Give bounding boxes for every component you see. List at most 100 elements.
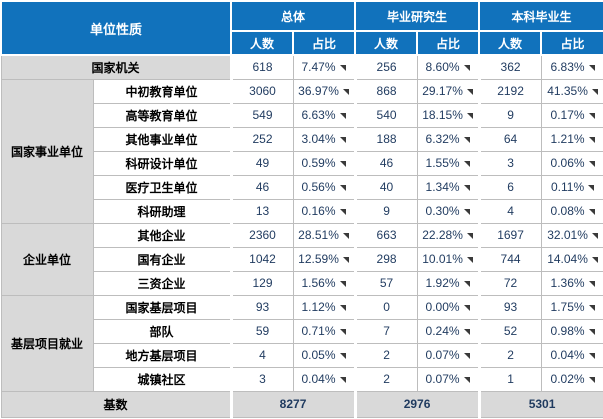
marker-triangle-icon — [339, 136, 346, 143]
percent-value: 0.59% — [301, 156, 336, 170]
percent-value: 6.63% — [301, 108, 336, 122]
subheader-percent: 占比 — [540, 30, 603, 56]
percent-cell: 22.28% — [416, 222, 480, 248]
percent-value: 3.04% — [301, 132, 336, 146]
table-row: 其他事业单位 252 3.04% 188 6.32% 64 1.21% — [1, 126, 603, 152]
marker-triangle-icon — [463, 160, 470, 167]
row-label: 城镇社区 — [92, 366, 232, 392]
percent-value: 0.05% — [301, 348, 336, 362]
section-label: 国家事业单位 — [0, 78, 94, 224]
percent-cell: 0.30% — [416, 198, 480, 224]
percent-value: 8.60% — [425, 60, 460, 75]
percent-value: 0.56% — [301, 180, 336, 194]
percent-value: 28.51% — [298, 228, 339, 242]
percent-value: 12.59% — [298, 252, 339, 266]
percent-cell: 18.15% — [416, 102, 480, 128]
marker-triangle-icon — [339, 376, 346, 383]
row-label: 科研助理 — [92, 198, 232, 224]
percent-value: 1.92% — [425, 276, 460, 290]
marker-triangle-icon — [588, 304, 595, 311]
row-label: 其他事业单位 — [92, 126, 232, 152]
corner-header: 单位性质 — [0, 0, 233, 56]
percent-value: 0.11% — [550, 180, 585, 194]
marker-triangle-icon — [591, 88, 598, 95]
marker-triangle-icon — [339, 184, 346, 191]
percent-value: 1.75% — [550, 300, 585, 314]
percent-value: 1.21% — [550, 132, 585, 146]
marker-triangle-icon — [339, 304, 346, 311]
count-cell: 13 — [229, 198, 294, 224]
count-cell: 3 — [229, 366, 294, 392]
marker-triangle-icon — [463, 208, 470, 215]
marker-triangle-icon — [463, 280, 470, 287]
percent-cell: 14.04% — [540, 246, 603, 272]
marker-triangle-icon — [466, 232, 473, 239]
marker-triangle-icon — [463, 304, 470, 311]
marker-triangle-icon — [591, 256, 598, 263]
percent-value: 0.30% — [425, 204, 460, 218]
percent-value: 1.36% — [550, 276, 585, 290]
marker-triangle-icon — [342, 256, 349, 263]
count-cell: 72 — [477, 270, 542, 296]
marker-triangle-icon — [588, 65, 595, 72]
percent-cell: 41.35% — [540, 78, 603, 104]
count-cell: 2192 — [477, 78, 542, 104]
count-cell: 663 — [353, 222, 418, 248]
count-cell: 1697 — [477, 222, 542, 248]
count-cell: 9 — [353, 198, 418, 224]
marker-triangle-icon — [591, 232, 598, 239]
count-cell: 3 — [477, 150, 542, 176]
count-cell: 4 — [229, 342, 294, 368]
percent-value: 7.47% — [301, 60, 336, 75]
table-footer: 基数 8277 2976 5301 — [0, 390, 603, 418]
count-cell: 93 — [477, 294, 542, 320]
percent-value: 29.17% — [422, 84, 463, 98]
marker-triangle-icon — [339, 160, 346, 167]
percent-value: 0.07% — [425, 372, 460, 386]
percent-cell: 1.56% — [292, 270, 356, 296]
marker-triangle-icon — [588, 280, 595, 287]
count-cell: 1 — [477, 366, 542, 392]
marker-triangle-icon — [463, 376, 470, 383]
percent-cell: 0.07% — [416, 366, 480, 392]
group-header-total: 总体 — [230, 0, 357, 32]
percent-cell: 7.47% — [292, 54, 356, 80]
subheader-percent: 占比 — [292, 30, 357, 56]
percent-value: 0.98% — [550, 324, 585, 338]
marker-triangle-icon — [588, 352, 595, 359]
marker-triangle-icon — [339, 65, 346, 72]
count-cell: 1042 — [229, 246, 294, 272]
percent-cell: 36.97% — [292, 78, 356, 104]
table-row: 国有企业 1042 12.59% 298 10.01% 744 14.04% — [1, 246, 603, 272]
percent-cell: 10.01% — [416, 246, 480, 272]
marker-triangle-icon — [339, 280, 346, 287]
marker-triangle-icon — [463, 352, 470, 359]
table-row: 国家事业单位 中初教育单位 3060 36.97% 868 29.17% 219… — [0, 78, 603, 224]
count-cell: 0 — [353, 294, 418, 320]
table-header: 单位性质 总体 毕业研究生 本科毕业生 人数 占比 人数 占比 人数 占比 — [0, 0, 603, 56]
row-label: 国有企业 — [92, 246, 232, 272]
count-cell: 59 — [229, 318, 294, 344]
percent-value: 0.06% — [550, 156, 585, 170]
marker-triangle-icon — [342, 232, 349, 239]
count-cell: 3060 — [229, 78, 294, 104]
percent-cell: 8.60% — [416, 54, 480, 80]
marker-triangle-icon — [463, 184, 470, 191]
percent-cell: 1.12% — [292, 294, 356, 320]
count-cell: 6 — [477, 174, 542, 200]
percent-cell: 0.17% — [540, 102, 603, 128]
percent-value: 14.04% — [547, 252, 588, 266]
count-cell: 549 — [229, 102, 294, 128]
section-label: 企业单位 — [0, 222, 94, 296]
count-cell: 46 — [229, 174, 294, 200]
percent-cell: 1.21% — [540, 126, 603, 152]
table-row: 部队 59 0.71% 7 0.24% 52 0.98% — [1, 318, 603, 344]
percent-cell: 0.04% — [292, 366, 356, 392]
count-cell: 64 — [477, 126, 542, 152]
count-cell: 868 — [353, 78, 418, 104]
percent-cell: 1.36% — [540, 270, 603, 296]
percent-value: 36.97% — [298, 84, 339, 98]
subheader-count: 人数 — [230, 30, 295, 56]
